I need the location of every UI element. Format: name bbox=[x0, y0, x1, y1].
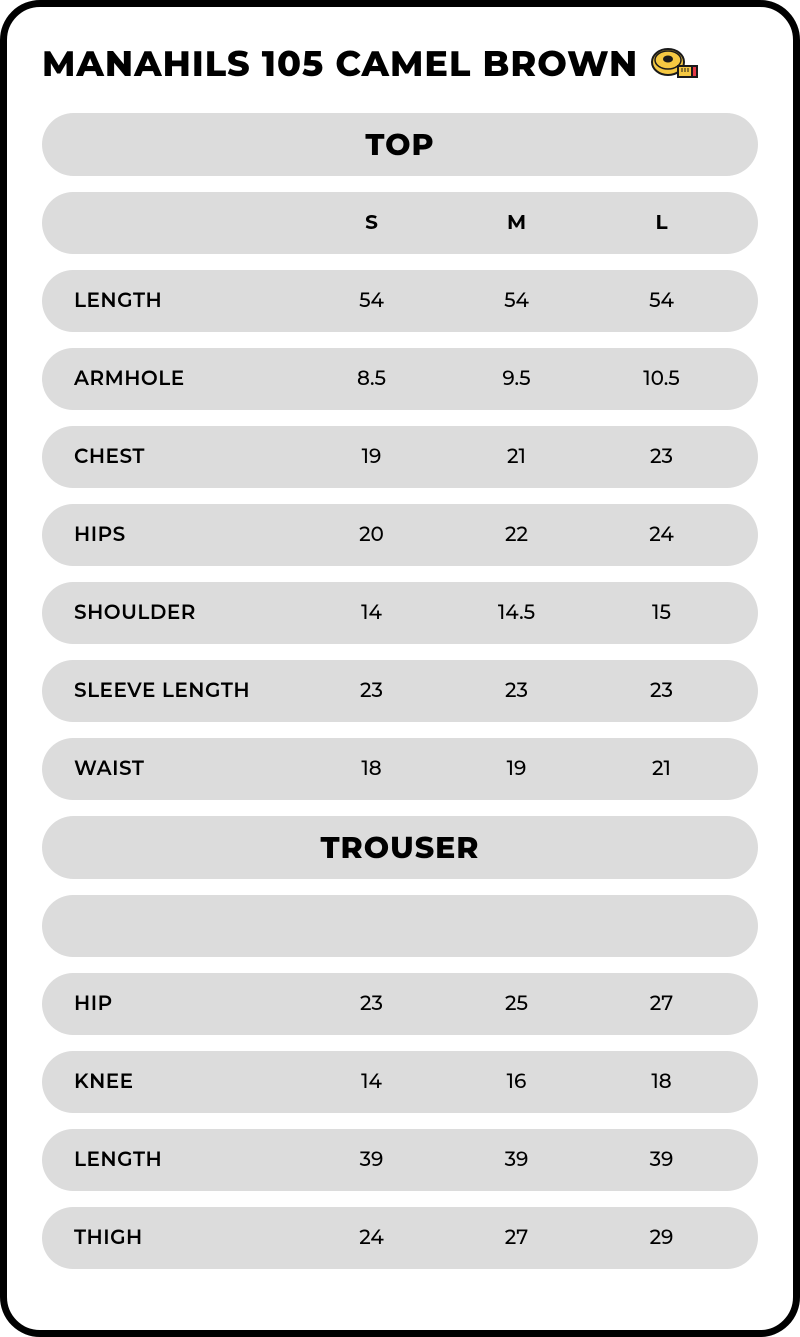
measurement-label: ARMHOLE bbox=[74, 367, 299, 391]
measurement-row: SHOULDER1414.515 bbox=[42, 582, 758, 644]
measurement-label: HIPS bbox=[74, 523, 299, 547]
size-header-cell: L bbox=[589, 211, 734, 235]
measurement-row: HIP232527 bbox=[42, 973, 758, 1035]
size-header-cell: M bbox=[444, 211, 589, 235]
measurement-row: THIGH242729 bbox=[42, 1207, 758, 1269]
measurement-value: 54 bbox=[299, 289, 444, 313]
measurement-value: 8.5 bbox=[299, 367, 444, 391]
measurement-value: 25 bbox=[444, 992, 589, 1016]
measurement-value: 23 bbox=[589, 445, 734, 469]
measurement-value: 15 bbox=[589, 601, 734, 625]
size-chart-card: MANAHILS 105 CAMEL BROWN TOPSMLLENGTH545… bbox=[0, 0, 800, 1337]
measurement-label: LENGTH bbox=[74, 1148, 299, 1172]
title-row: MANAHILS 105 CAMEL BROWN bbox=[42, 42, 758, 85]
measurement-label: WAIST bbox=[74, 757, 299, 781]
measurement-label: CHEST bbox=[74, 445, 299, 469]
measurement-value: 10.5 bbox=[589, 367, 734, 391]
measurement-value: 22 bbox=[444, 523, 589, 547]
size-header-cell: S bbox=[299, 211, 444, 235]
measurement-value: 16 bbox=[444, 1070, 589, 1094]
measurement-label: HIP bbox=[74, 992, 299, 1016]
measurement-value: 20 bbox=[299, 523, 444, 547]
measurement-value: 23 bbox=[444, 679, 589, 703]
measurement-value: 39 bbox=[589, 1148, 734, 1172]
measurement-value: 9.5 bbox=[444, 367, 589, 391]
measurement-value: 27 bbox=[444, 1226, 589, 1250]
product-title: MANAHILS 105 CAMEL BROWN bbox=[42, 42, 638, 85]
size-header-row: SML bbox=[42, 192, 758, 254]
measurement-value: 18 bbox=[299, 757, 444, 781]
measurement-row: CHEST192123 bbox=[42, 426, 758, 488]
measurement-value: 14 bbox=[299, 601, 444, 625]
measurement-value: 18 bbox=[589, 1070, 734, 1094]
measurement-value: 23 bbox=[589, 679, 734, 703]
measurement-label: KNEE bbox=[74, 1070, 299, 1094]
section-header: TOP bbox=[42, 113, 758, 176]
measurement-row: HIPS202224 bbox=[42, 504, 758, 566]
measurement-value: 54 bbox=[444, 289, 589, 313]
measurement-value: 14.5 bbox=[444, 601, 589, 625]
measurement-label: LENGTH bbox=[74, 289, 299, 313]
section-header: TROUSER bbox=[42, 816, 758, 879]
measurement-value: 24 bbox=[299, 1226, 444, 1250]
measurement-row: LENGTH393939 bbox=[42, 1129, 758, 1191]
measurement-value: 27 bbox=[589, 992, 734, 1016]
measurement-value: 19 bbox=[444, 757, 589, 781]
measurement-value: 39 bbox=[444, 1148, 589, 1172]
measurement-row: LENGTH545454 bbox=[42, 270, 758, 332]
measurement-value: 21 bbox=[589, 757, 734, 781]
measurement-row: ARMHOLE8.59.510.5 bbox=[42, 348, 758, 410]
measurement-value: 54 bbox=[589, 289, 734, 313]
measurement-value: 19 bbox=[299, 445, 444, 469]
measurement-row: SLEEVE LENGTH232323 bbox=[42, 660, 758, 722]
spacer-row bbox=[42, 895, 758, 957]
measurement-value: 39 bbox=[299, 1148, 444, 1172]
measurement-row: KNEE141618 bbox=[42, 1051, 758, 1113]
measurement-value: 21 bbox=[444, 445, 589, 469]
measurement-value: 23 bbox=[299, 992, 444, 1016]
measurement-value: 23 bbox=[299, 679, 444, 703]
measuring-tape-icon bbox=[650, 46, 698, 82]
measurement-value: 29 bbox=[589, 1226, 734, 1250]
measurement-row: WAIST181921 bbox=[42, 738, 758, 800]
measurement-value: 14 bbox=[299, 1070, 444, 1094]
measurement-label: SLEEVE LENGTH bbox=[74, 679, 299, 703]
measurement-value: 24 bbox=[589, 523, 734, 547]
measurement-label: THIGH bbox=[74, 1226, 299, 1250]
measurement-label: SHOULDER bbox=[74, 601, 299, 625]
sections-container: TOPSMLLENGTH545454ARMHOLE8.59.510.5CHEST… bbox=[42, 113, 758, 1269]
